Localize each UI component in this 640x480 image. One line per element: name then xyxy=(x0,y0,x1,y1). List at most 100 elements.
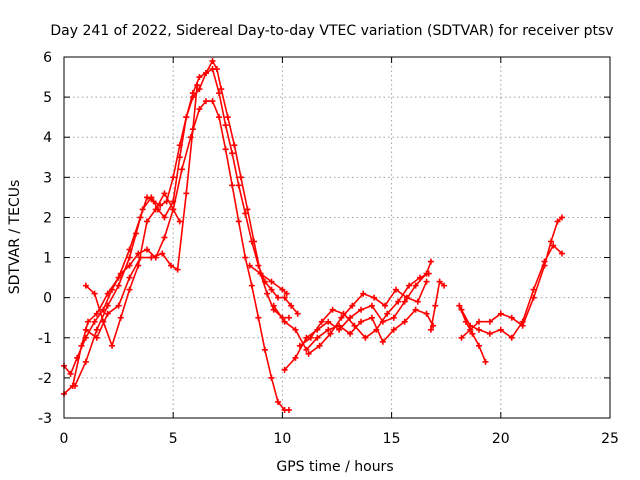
data-point xyxy=(281,318,288,325)
data-point xyxy=(235,182,242,189)
data-point xyxy=(288,302,295,309)
data-point xyxy=(93,326,100,333)
data-point xyxy=(189,90,196,97)
y-tick-label: 3 xyxy=(43,170,52,186)
data-point xyxy=(231,142,238,149)
data-point xyxy=(100,318,107,325)
data-point xyxy=(318,318,325,325)
data-point xyxy=(329,306,336,313)
series-line xyxy=(63,60,290,395)
data-point xyxy=(202,70,209,77)
data-point xyxy=(209,66,216,73)
data-point xyxy=(412,306,419,313)
data-point xyxy=(255,262,262,269)
data-point xyxy=(104,310,111,317)
data-point xyxy=(307,334,314,341)
data-point xyxy=(497,326,504,333)
data-point xyxy=(168,262,175,269)
data-point xyxy=(161,234,168,241)
data-point xyxy=(194,82,201,89)
plot-frame xyxy=(63,56,611,419)
data-point xyxy=(218,86,225,93)
data-point xyxy=(292,326,299,333)
data-point xyxy=(390,326,397,333)
data-point xyxy=(148,254,155,261)
series-m xyxy=(458,242,565,341)
data-point xyxy=(126,286,133,293)
data-point xyxy=(202,98,209,105)
data-point xyxy=(139,206,146,213)
y-tick-label: -3 xyxy=(38,411,52,427)
data-point xyxy=(390,314,397,321)
data-point xyxy=(368,314,375,321)
data-point xyxy=(554,218,561,225)
data-point xyxy=(67,370,74,377)
y-tick-label: -2 xyxy=(38,371,52,387)
data-point xyxy=(347,330,354,337)
data-point xyxy=(519,318,526,325)
data-point xyxy=(530,286,537,293)
x-tick-label: 10 xyxy=(273,431,291,447)
data-point xyxy=(115,282,122,289)
data-point xyxy=(475,342,482,349)
data-point xyxy=(174,266,181,273)
data-point xyxy=(436,278,443,285)
data-point xyxy=(189,126,196,133)
data-point xyxy=(109,286,116,293)
data-point xyxy=(109,342,116,349)
data-point xyxy=(143,246,150,253)
data-point xyxy=(117,314,124,321)
series-line xyxy=(85,192,181,347)
data-point xyxy=(229,150,236,157)
y-tick-label: 6 xyxy=(43,50,52,66)
data-point xyxy=(148,194,155,201)
data-point xyxy=(82,334,89,341)
data-point xyxy=(325,318,332,325)
y-tick-label: -1 xyxy=(38,331,52,347)
data-point xyxy=(268,286,275,293)
data-point xyxy=(235,218,242,225)
data-point xyxy=(196,106,203,113)
data-point xyxy=(294,310,301,317)
data-point xyxy=(403,294,410,301)
data-point xyxy=(143,218,150,225)
x-tick-label: 15 xyxy=(383,431,401,447)
data-point xyxy=(268,374,275,381)
data-point xyxy=(458,334,465,341)
data-point xyxy=(82,358,89,365)
y-tick-label: 0 xyxy=(43,291,52,307)
y-axis-label: SDTVAR / TECUs xyxy=(7,180,23,295)
data-point xyxy=(362,334,369,341)
data-point xyxy=(349,302,356,309)
data-point xyxy=(368,302,375,309)
data-point xyxy=(255,314,262,321)
data-point xyxy=(305,350,312,357)
data-point xyxy=(161,190,168,197)
data-point xyxy=(414,298,421,305)
data-point xyxy=(336,322,343,329)
series-f xyxy=(246,262,290,297)
data-point xyxy=(558,250,565,257)
data-point xyxy=(382,302,389,309)
data-point xyxy=(224,114,231,121)
data-point xyxy=(416,274,423,281)
data-point xyxy=(292,354,299,361)
series-line xyxy=(460,216,563,339)
data-point xyxy=(371,294,378,301)
data-point xyxy=(475,326,482,333)
data-point xyxy=(183,190,190,197)
data-point xyxy=(222,122,229,129)
data-point xyxy=(314,334,321,341)
chart-title: Day 241 of 2022, Sidereal Day-to-day VTE… xyxy=(50,23,613,39)
data-point xyxy=(248,282,255,289)
data-point xyxy=(159,250,166,257)
data-point xyxy=(303,346,310,353)
data-point xyxy=(209,98,216,105)
data-point xyxy=(558,214,565,221)
data-point xyxy=(432,302,439,309)
x-tick-label: 25 xyxy=(601,431,619,447)
data-point xyxy=(423,310,430,317)
data-point xyxy=(170,206,177,213)
data-point xyxy=(508,334,515,341)
